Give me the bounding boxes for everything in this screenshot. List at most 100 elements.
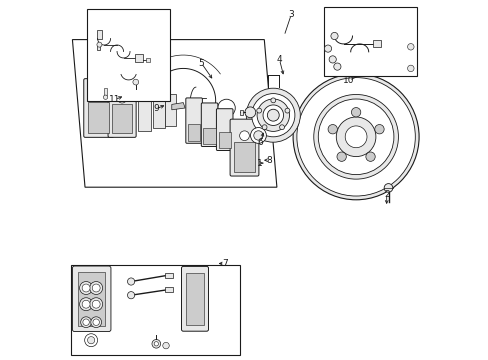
Bar xyxy=(165,94,176,126)
Bar xyxy=(323,7,416,76)
Bar xyxy=(239,110,243,115)
Circle shape xyxy=(117,94,126,103)
Circle shape xyxy=(257,99,289,131)
Text: 4: 4 xyxy=(276,55,282,64)
Bar xyxy=(373,40,380,47)
Bar xyxy=(138,89,151,131)
Text: 1: 1 xyxy=(257,158,263,167)
Circle shape xyxy=(127,292,134,299)
Circle shape xyxy=(407,44,413,50)
Circle shape xyxy=(374,125,384,134)
Bar xyxy=(97,30,102,39)
Bar xyxy=(104,88,107,95)
Bar xyxy=(87,9,169,101)
Circle shape xyxy=(212,94,240,122)
Circle shape xyxy=(251,94,294,137)
Circle shape xyxy=(256,108,261,113)
Circle shape xyxy=(154,342,158,346)
Bar xyxy=(78,272,105,326)
Circle shape xyxy=(97,42,102,47)
Bar xyxy=(71,265,240,355)
Circle shape xyxy=(345,126,366,148)
Bar xyxy=(218,132,230,148)
Text: 2: 2 xyxy=(383,190,389,199)
Circle shape xyxy=(351,108,360,117)
Polygon shape xyxy=(72,40,276,187)
Text: 11: 11 xyxy=(109,95,121,104)
Circle shape xyxy=(263,105,283,125)
Circle shape xyxy=(163,342,169,349)
Bar xyxy=(112,104,132,133)
Circle shape xyxy=(89,298,102,311)
Polygon shape xyxy=(171,103,185,110)
Bar xyxy=(187,124,200,141)
Circle shape xyxy=(209,91,243,125)
Text: 7: 7 xyxy=(222,259,227,268)
Circle shape xyxy=(324,45,331,52)
Circle shape xyxy=(333,63,340,70)
Circle shape xyxy=(103,95,107,99)
FancyBboxPatch shape xyxy=(108,82,136,138)
Circle shape xyxy=(267,109,279,121)
FancyBboxPatch shape xyxy=(181,266,208,331)
Bar xyxy=(145,58,150,62)
Text: 9: 9 xyxy=(153,104,159,113)
Bar xyxy=(165,287,173,292)
Text: 5: 5 xyxy=(198,58,204,68)
Polygon shape xyxy=(152,68,215,111)
Circle shape xyxy=(285,108,289,113)
Text: 6: 6 xyxy=(257,138,263,147)
Circle shape xyxy=(253,131,263,140)
Circle shape xyxy=(84,334,98,347)
Bar xyxy=(97,45,100,50)
FancyBboxPatch shape xyxy=(72,266,111,332)
Circle shape xyxy=(127,278,134,285)
Polygon shape xyxy=(127,45,239,146)
Circle shape xyxy=(407,65,413,72)
Circle shape xyxy=(82,300,90,308)
Circle shape xyxy=(292,74,418,200)
FancyBboxPatch shape xyxy=(230,119,258,176)
Circle shape xyxy=(87,337,95,344)
Circle shape xyxy=(92,300,100,308)
Circle shape xyxy=(262,125,266,130)
Bar xyxy=(203,128,215,144)
Circle shape xyxy=(152,339,160,348)
Text: 3: 3 xyxy=(288,10,294,19)
FancyBboxPatch shape xyxy=(83,79,113,138)
FancyBboxPatch shape xyxy=(185,98,202,143)
Bar xyxy=(234,142,254,172)
Circle shape xyxy=(328,56,336,63)
Text: 8: 8 xyxy=(265,156,271,165)
Circle shape xyxy=(82,284,90,292)
Circle shape xyxy=(296,78,414,196)
Circle shape xyxy=(330,32,337,40)
Circle shape xyxy=(384,184,392,192)
Circle shape xyxy=(336,152,346,161)
Circle shape xyxy=(327,125,337,134)
Circle shape xyxy=(94,91,103,101)
Circle shape xyxy=(239,131,249,140)
Bar xyxy=(152,92,165,128)
Bar xyxy=(186,273,204,325)
Bar xyxy=(135,54,142,62)
Circle shape xyxy=(82,319,89,325)
Circle shape xyxy=(205,87,247,129)
Circle shape xyxy=(244,107,255,118)
Circle shape xyxy=(270,98,275,103)
Circle shape xyxy=(279,125,284,130)
Circle shape xyxy=(93,319,99,325)
Circle shape xyxy=(250,127,266,143)
Circle shape xyxy=(133,79,139,85)
Circle shape xyxy=(81,317,91,328)
Circle shape xyxy=(80,282,92,294)
Text: 10: 10 xyxy=(343,76,354,85)
Bar xyxy=(88,102,109,133)
Circle shape xyxy=(336,117,375,157)
FancyBboxPatch shape xyxy=(201,103,218,147)
Circle shape xyxy=(89,282,102,294)
Circle shape xyxy=(92,284,100,292)
Circle shape xyxy=(217,99,235,117)
Polygon shape xyxy=(174,154,192,161)
Circle shape xyxy=(80,298,92,311)
